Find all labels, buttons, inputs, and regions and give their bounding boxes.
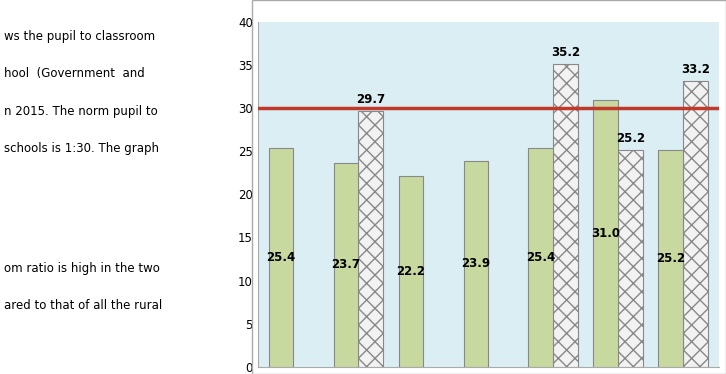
Bar: [618, 150, 643, 367]
Text: 25.4: 25.4: [266, 251, 295, 264]
Bar: [683, 81, 708, 367]
Bar: [658, 150, 683, 367]
Bar: [334, 163, 359, 367]
Text: 25.2: 25.2: [656, 252, 685, 265]
Text: 25.4: 25.4: [526, 251, 555, 264]
Text: 31.0: 31.0: [591, 227, 620, 240]
Text: 23.9: 23.9: [461, 257, 491, 270]
Text: ws the pupil to classroom: ws the pupil to classroom: [4, 30, 155, 43]
Bar: [359, 111, 383, 367]
Text: 23.7: 23.7: [332, 258, 361, 271]
Text: 25.2: 25.2: [616, 132, 645, 145]
Text: om ratio is high in the two: om ratio is high in the two: [4, 262, 160, 275]
Text: schools is 1:30. The graph: schools is 1:30. The graph: [4, 142, 158, 155]
Text: 35.2: 35.2: [551, 46, 580, 59]
Bar: [529, 148, 553, 367]
Bar: [593, 100, 618, 367]
Text: 22.2: 22.2: [396, 264, 425, 278]
Text: 29.7: 29.7: [356, 93, 386, 106]
Bar: [464, 161, 488, 367]
Text: n 2015. The norm pupil to: n 2015. The norm pupil to: [4, 105, 158, 118]
Text: ared to that of all the rural: ared to that of all the rural: [4, 299, 162, 312]
Bar: [269, 148, 293, 367]
Text: hool  (Government  and: hool (Government and: [4, 67, 144, 80]
Bar: [553, 64, 578, 367]
Text: 33.2: 33.2: [681, 63, 710, 76]
Bar: [399, 175, 423, 367]
